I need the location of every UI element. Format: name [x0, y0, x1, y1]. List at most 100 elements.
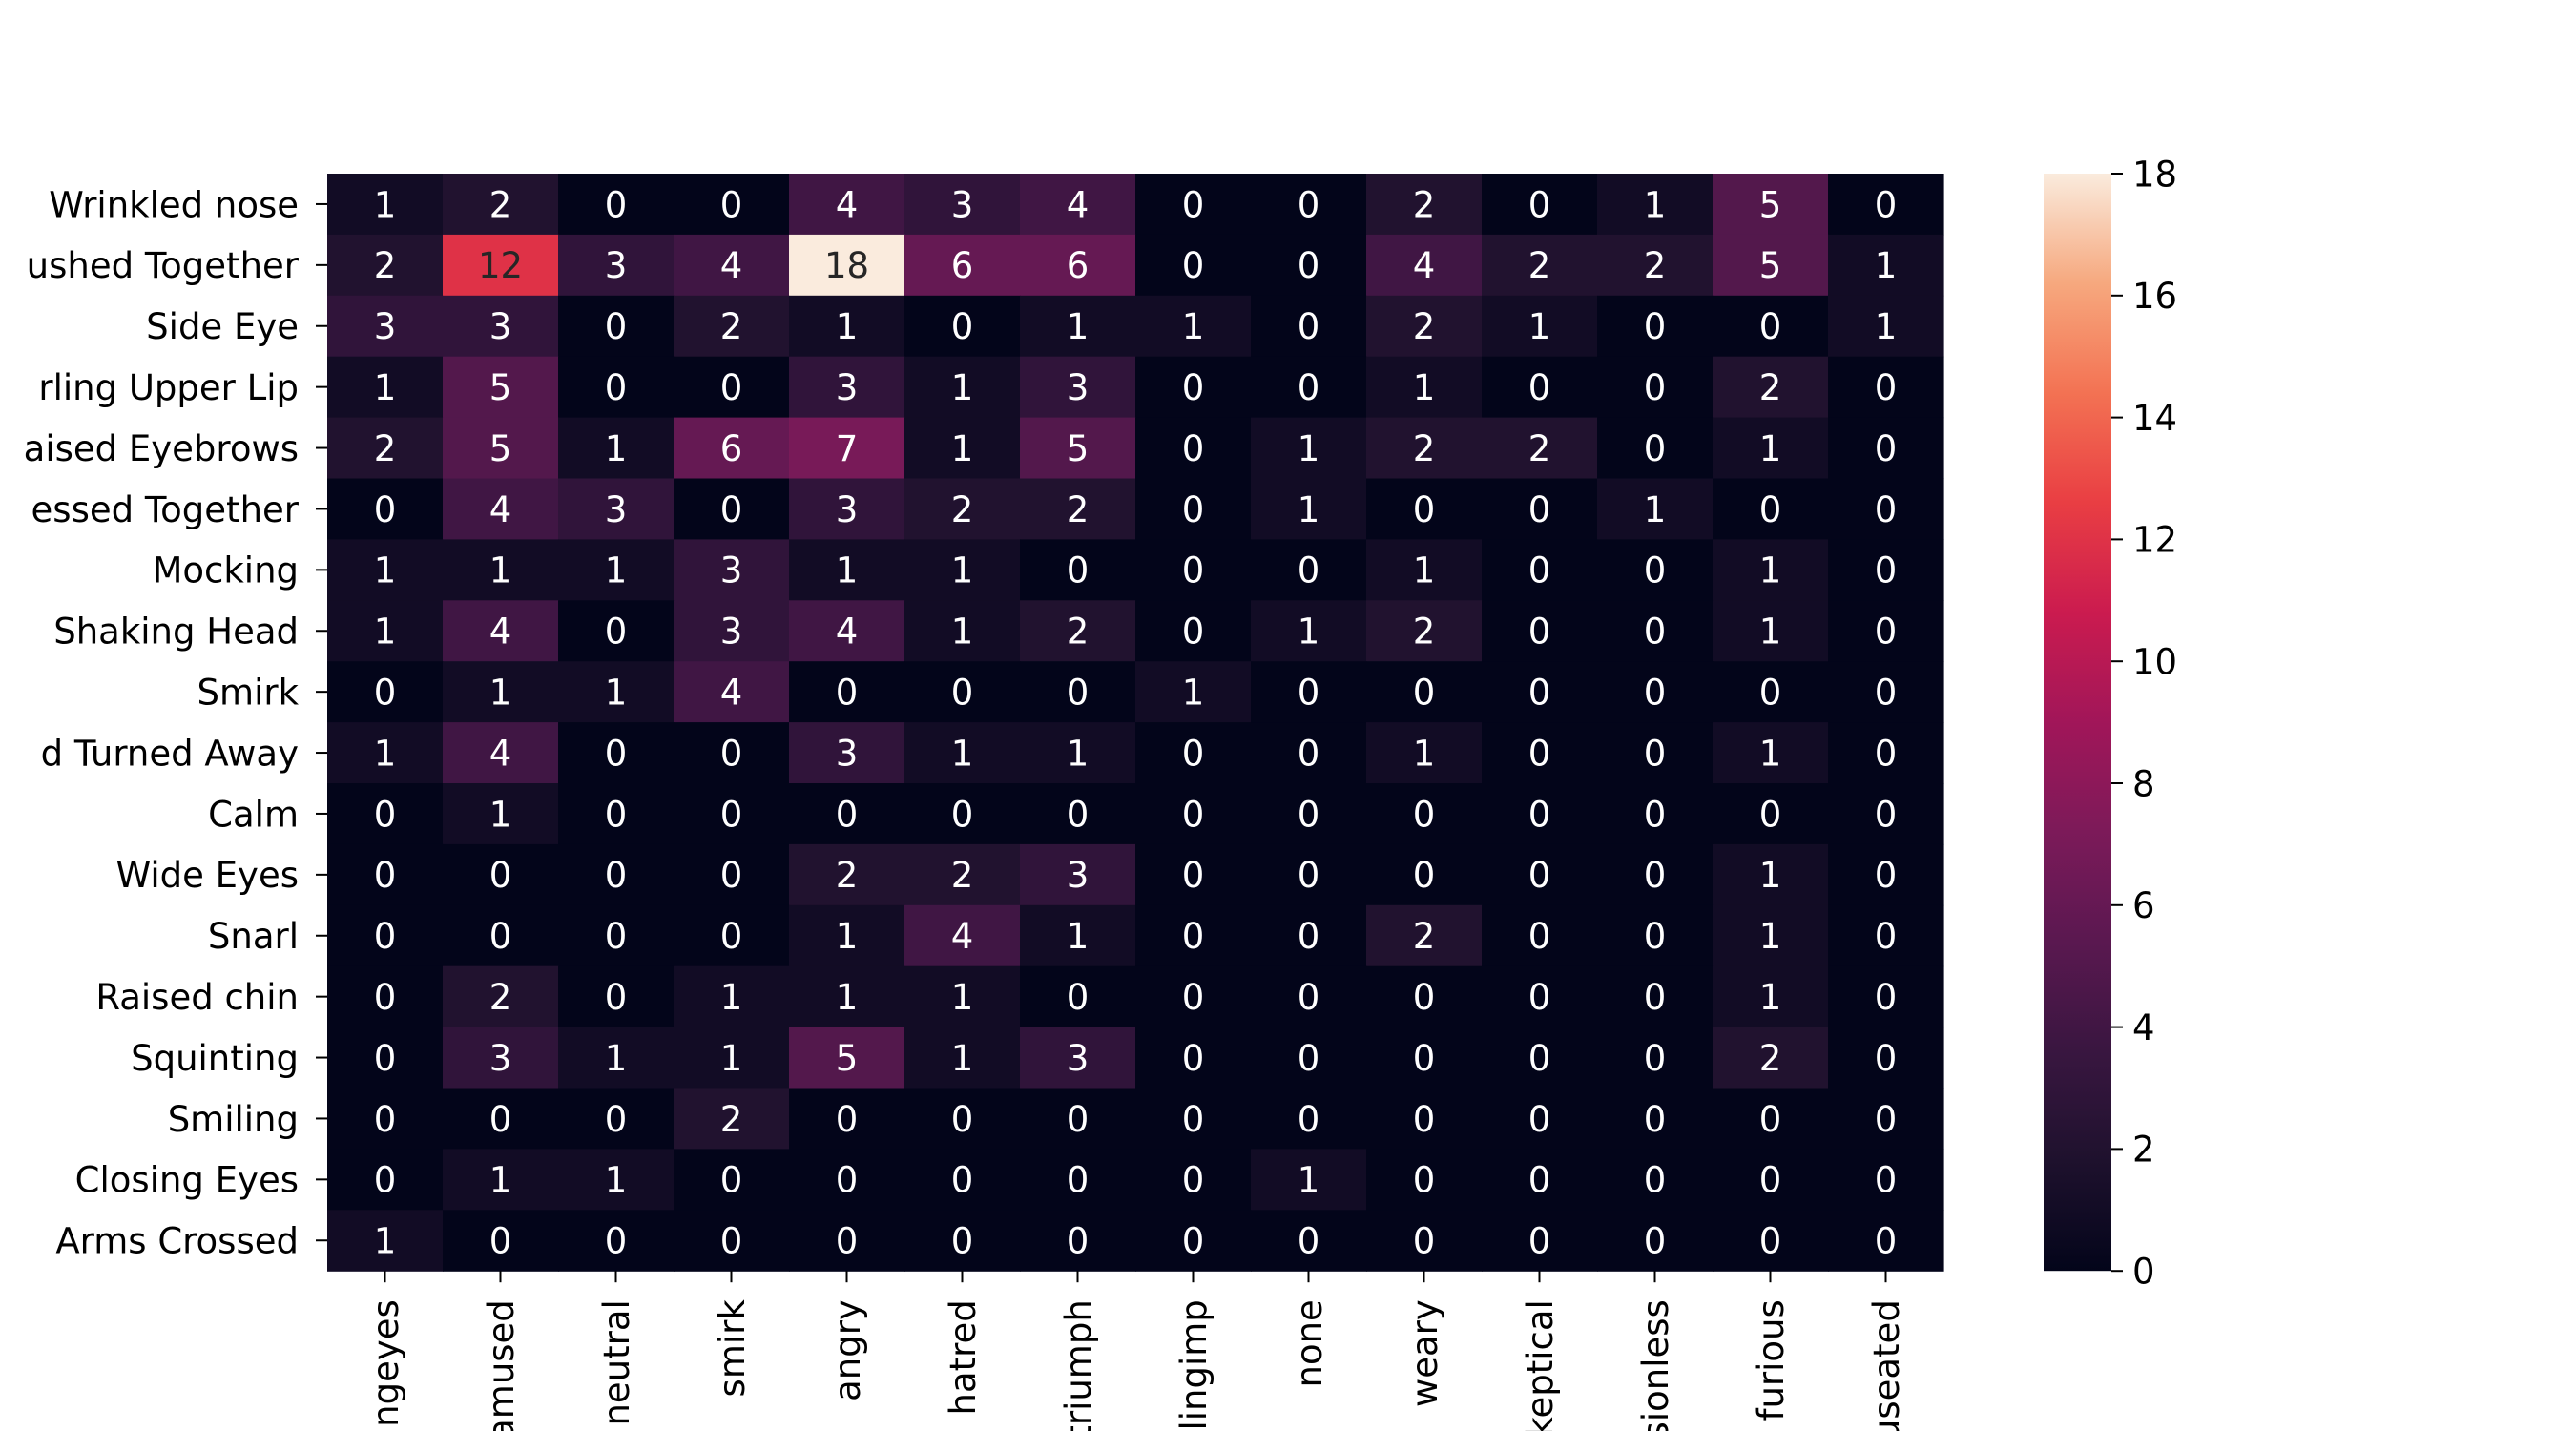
x-tick-label: hatred [943, 1299, 984, 1415]
heatmap-cell [327, 600, 444, 662]
colorbar-tick-label: 0 [2132, 1252, 2155, 1293]
cell-value-label: 1 [1528, 306, 1551, 347]
heatmap-cell [1251, 356, 1367, 419]
heatmap-cell [904, 417, 1021, 480]
y-tick-label: Raised chin [95, 977, 299, 1018]
cell-value-label: 0 [1528, 916, 1551, 957]
heatmap-cell [1020, 965, 1136, 1028]
cell-value-label: 1 [836, 550, 859, 591]
heatmap-cell [1597, 174, 1714, 236]
heatmap-cell [1366, 417, 1483, 480]
y-tick-label: d Turned Away [41, 733, 299, 774]
cell-value-label: 0 [1875, 733, 1898, 774]
heatmap-cell [1135, 843, 1252, 906]
heatmap-cell [558, 1149, 675, 1211]
cell-value-label: 0 [1644, 977, 1667, 1018]
cell-value-label: 0 [1182, 916, 1205, 957]
heatmap-cell [674, 1149, 790, 1211]
cell-value-label: 1 [605, 1038, 628, 1079]
heatmap-cell [443, 356, 559, 419]
cell-value-label: 0 [1875, 184, 1898, 225]
cell-value-label: 0 [1182, 550, 1205, 591]
cell-value-label: 0 [605, 306, 628, 347]
cell-value-label: 2 [951, 489, 974, 530]
heatmap-cell [558, 356, 675, 419]
heatmap-cell [1828, 478, 1944, 540]
y-tick-label: Side Eye [146, 306, 299, 347]
x-tick-label: useated [1866, 1299, 1907, 1431]
y-tick-label: aised Eyebrows [24, 428, 299, 469]
cell-value-label: 0 [1759, 1221, 1782, 1262]
cell-value-label: 0 [836, 1099, 859, 1140]
cell-value-label: 0 [1298, 1099, 1320, 1140]
cell-value-label: 1 [489, 672, 512, 713]
heatmap-cell [789, 417, 905, 480]
heatmap-cell [1251, 904, 1367, 967]
heatmap-cell [1828, 1027, 1944, 1089]
colorbar-tick-label: 6 [2132, 885, 2155, 926]
cell-value-label: 0 [605, 184, 628, 225]
heatmap-cell [1251, 1149, 1367, 1211]
cell-value-label: 0 [836, 672, 859, 713]
cell-value-label: 2 [1759, 1038, 1782, 1079]
cell-value-label: 1 [489, 550, 512, 591]
cell-value-label: 0 [1644, 428, 1667, 469]
y-tick-label: Arms Crossed [55, 1221, 299, 1262]
cell-value-label: 0 [1182, 855, 1205, 896]
heatmap-cell [1597, 783, 1714, 845]
heatmap-cell [789, 843, 905, 906]
heatmap-cell [1020, 904, 1136, 967]
y-tick-label: Shaking Head [53, 612, 299, 653]
heatmap-cell [1713, 417, 1829, 480]
heatmap-cell [1828, 295, 1944, 358]
cell-value-label: 0 [720, 733, 743, 774]
heatmap-cell [1713, 1088, 1829, 1150]
cell-value-label: 0 [1644, 1038, 1667, 1079]
cell-value-label: 4 [489, 612, 512, 653]
heatmap-cell [1482, 174, 1598, 236]
cell-value-label: 1 [1298, 428, 1320, 469]
heatmap-cell [1482, 417, 1598, 480]
cell-value-label: 0 [605, 367, 628, 408]
cell-value-label: 2 [1644, 245, 1667, 286]
cell-value-label: 0 [1759, 794, 1782, 835]
cell-value-label: 0 [1413, 489, 1436, 530]
cell-value-label: 3 [720, 550, 743, 591]
cell-value-label: 0 [605, 1221, 628, 1262]
heatmap-cell [1020, 783, 1136, 845]
cell-value-label: 5 [489, 367, 512, 408]
cell-value-label: 3 [951, 184, 974, 225]
heatmap-cell [674, 1027, 790, 1089]
heatmap-cell [1251, 174, 1367, 236]
cell-value-label: 1 [1644, 489, 1667, 530]
heatmap-cell [674, 1088, 790, 1150]
cell-value-label: 2 [1759, 367, 1782, 408]
heatmap-cell [1251, 600, 1367, 662]
cell-value-label: 0 [1875, 1038, 1898, 1079]
cell-value-label: 0 [1875, 550, 1898, 591]
heatmap-cell [1020, 1088, 1136, 1150]
cell-value-label: 0 [720, 367, 743, 408]
heatmap-cell [1482, 1088, 1598, 1150]
cell-value-label: 0 [1644, 550, 1667, 591]
cell-value-label: 2 [374, 245, 397, 286]
cell-value-label: 0 [1528, 733, 1551, 774]
cell-value-label: 1 [1298, 1160, 1320, 1201]
cell-value-label: 1 [720, 1038, 743, 1079]
cell-value-label: 4 [1067, 184, 1090, 225]
cell-value-label: 0 [1875, 489, 1898, 530]
colorbar-tick-label: 14 [2132, 398, 2177, 439]
cell-value-label: 0 [951, 672, 974, 713]
cell-value-label: 0 [1644, 794, 1667, 835]
cell-value-label: 0 [1182, 612, 1205, 653]
cell-value-label: 0 [1759, 306, 1782, 347]
heatmap-cell [443, 904, 559, 967]
cell-value-label: 0 [1644, 1221, 1667, 1262]
heatmap-cell [904, 1210, 1021, 1272]
cell-value-label: 2 [1413, 428, 1436, 469]
heatmap-cell [1135, 539, 1252, 601]
x-tick-label: smirk [712, 1299, 753, 1398]
cell-value-label: 0 [489, 855, 512, 896]
heatmap-cell [443, 539, 559, 601]
cell-value-label: 1 [836, 306, 859, 347]
